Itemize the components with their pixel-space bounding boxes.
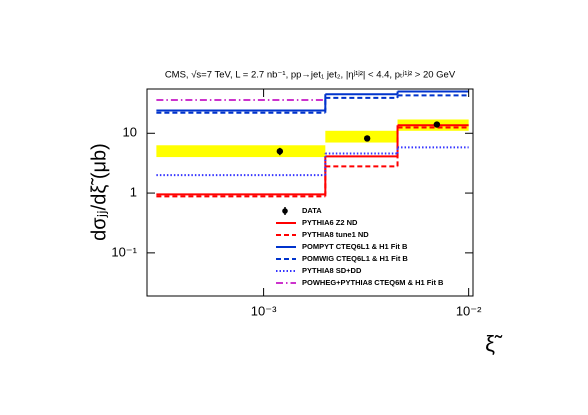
- x-tick-label: 10⁻³: [251, 303, 277, 318]
- chart-title: CMS, √s=7 TeV, L = 2.7 nb⁻¹, pp→jet₁ jet…: [165, 70, 456, 81]
- legend-label: PYTHIA6 Z2 ND: [302, 218, 358, 227]
- legend-marker: [282, 208, 288, 214]
- legend-label: POMWIG CTEQ6L1 & H1 Fit B: [302, 254, 408, 263]
- uncertainty-band: [156, 145, 326, 158]
- x-axis-label: ξ̃: [485, 331, 503, 356]
- legend-label: PYTHIA8 tune1 ND: [302, 230, 369, 239]
- legend-label: DATA: [302, 206, 322, 215]
- legend-label: POWHEG+PYTHIA8 CTEQ6M & H1 Fit B: [302, 278, 444, 287]
- uncertainty-band: [325, 130, 398, 143]
- y-tick-label: 1: [130, 185, 137, 200]
- data-point: [276, 148, 284, 155]
- y-tick-label: 10⁻¹: [111, 244, 137, 259]
- legend-label: POMPYT CTEQ6L1 & H1 Fit B: [302, 242, 408, 251]
- y-axis-label: dσⱼⱼ/dξ̃ (μb): [88, 143, 110, 241]
- legend-label: PYTHIA8 SD+DD: [302, 266, 362, 275]
- x-tick-label: 10⁻²: [456, 303, 482, 318]
- plot-frame: [146, 88, 474, 297]
- data-point: [433, 121, 441, 128]
- data-point: [363, 135, 371, 142]
- y-tick-label: 10: [123, 125, 137, 140]
